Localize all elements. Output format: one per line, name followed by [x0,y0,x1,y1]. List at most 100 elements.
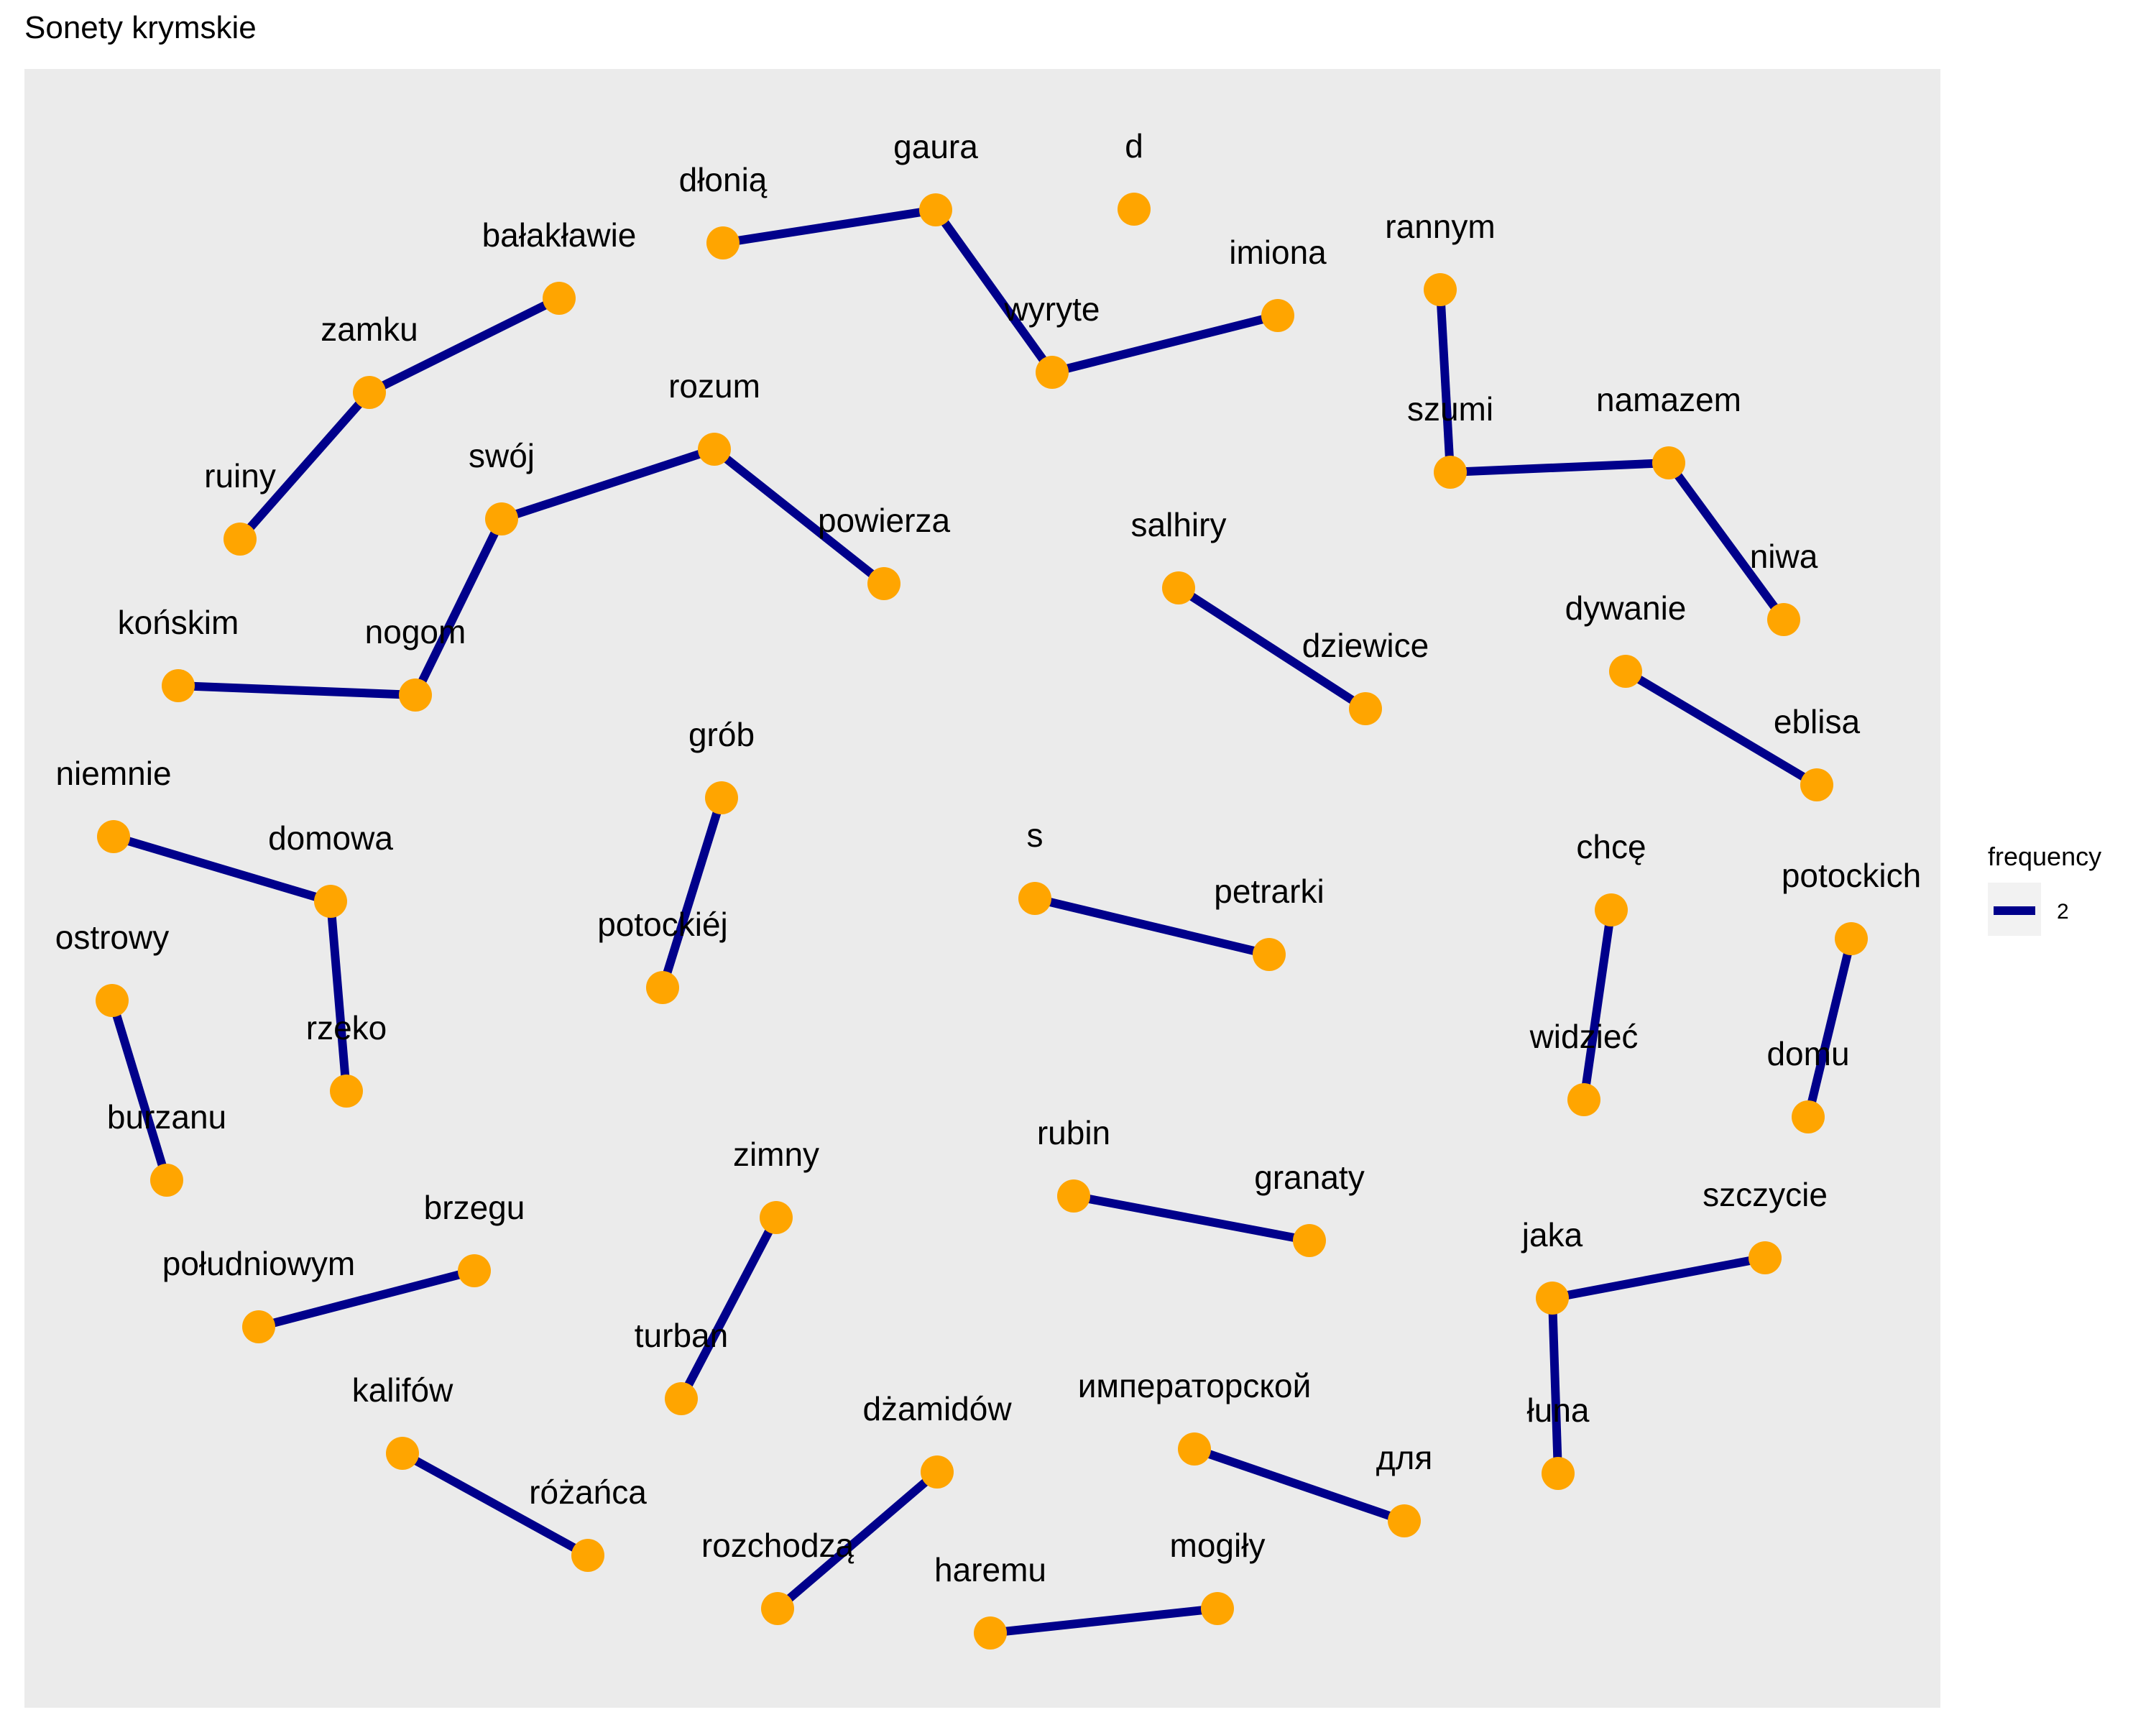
node-31 [1792,1100,1825,1133]
edge-13 [1623,667,1820,789]
node-label-36: rubin [1037,1114,1110,1151]
edge-26 [400,1449,590,1560]
edge-21 [677,1215,780,1401]
node-label-40: jaka [1521,1216,1583,1254]
edge-11 [178,681,416,699]
chart-title: Sonety krymskie [24,10,257,45]
node-label-27: petrarki [1214,873,1324,910]
edge-20 [108,999,171,1182]
legend-label: 2 [2057,900,2069,924]
node-5 [543,282,576,315]
node-label-30: potockich [1782,857,1921,894]
edge-4 [236,390,373,542]
node-label-16: nogom [365,613,466,650]
node-10 [1652,446,1685,479]
node-36 [1057,1179,1090,1213]
node-label-12: rozum [668,367,760,405]
node-33 [150,1164,183,1197]
node-label-46: rozchodzą [701,1527,854,1564]
edge-9 [711,446,887,587]
node-label-1: gaura [893,128,978,165]
node-19 [1609,655,1642,688]
node-24 [314,885,347,918]
node-label-33: burzanu [107,1098,226,1136]
edge-16 [326,901,351,1092]
edge-12 [1176,584,1368,713]
node-label-38: brzegu [424,1189,525,1226]
edge-2 [1051,311,1279,377]
node-7 [224,523,257,556]
node-label-17: salhiry [1131,506,1227,543]
node-48 [1388,1504,1421,1537]
node-label-20: eblisa [1774,703,1861,740]
node-27 [1253,938,1286,971]
node-label-7: ruiny [204,457,276,494]
node-label-32: ostrowy [55,919,169,956]
node-30 [1835,922,1868,955]
label-layer: dłonią gaura d imiona wyryte bałakławie zamku r… [55,127,1921,1588]
edge-24 [1551,1254,1766,1302]
node-44 [571,1539,604,1572]
node-45 [921,1455,954,1489]
edge-0 [722,206,936,247]
node-label-34: zimny [733,1136,819,1173]
node-label-41: szczycie [1703,1176,1828,1213]
node-label-43: kalifów [352,1371,453,1409]
node-label-26: s [1027,816,1044,854]
node-label-13: swój [469,437,535,474]
edge-27 [775,1468,940,1612]
node-43 [386,1437,419,1470]
node-label-9: szumi [1407,390,1493,428]
node-32 [96,984,129,1017]
node-11 [1767,603,1800,636]
node-label-50: mogiły [1170,1527,1266,1564]
edge-5 [1436,289,1455,473]
node-39 [242,1310,275,1343]
node-34 [760,1201,793,1234]
edge-3 [367,294,561,397]
node-25 [330,1075,363,1108]
node-42 [1542,1457,1575,1490]
edge-1 [932,207,1056,375]
node-label-45: dżamidów [862,1390,1012,1427]
node-14 [867,567,900,600]
node-label-42: łuna [1527,1392,1590,1429]
node-23 [97,820,130,853]
node-26 [1018,882,1051,915]
edge-8 [500,445,716,523]
node-label-4: wyryte [1004,290,1100,328]
node-21 [705,781,738,814]
node-label-22: potockiéj [597,906,728,943]
plot-panel [24,69,1940,1708]
edge-25 [1548,1297,1562,1474]
node-label-35: turban [635,1317,728,1354]
node-label-21: grób [688,716,755,753]
node-label-15: końskim [118,604,239,641]
edge-14 [658,796,726,989]
node-1 [919,193,952,226]
legend-title: frequency [1988,842,2101,871]
node-9 [1434,456,1467,489]
edge-layer [108,206,1856,1637]
edge-18 [1580,909,1616,1100]
node-37 [1293,1224,1326,1257]
node-47 [1178,1432,1211,1466]
node-35 [665,1382,698,1415]
node-13 [485,502,518,535]
node-label-29: widzieć [1529,1018,1639,1055]
node-6 [353,376,386,409]
node-label-37: granaty [1254,1159,1364,1196]
node-22 [646,971,679,1004]
node-18 [1349,692,1382,725]
edge-23 [257,1266,476,1331]
node-label-44: różańca [529,1473,647,1511]
edge-29 [990,1604,1218,1637]
node-16 [399,678,432,712]
edge-6 [1450,459,1669,477]
node-label-39: południowym [162,1245,355,1282]
node-46 [761,1592,794,1625]
node-label-14: powierza [818,502,951,539]
edge-15 [112,832,332,906]
node-label-6: zamku [321,310,418,348]
